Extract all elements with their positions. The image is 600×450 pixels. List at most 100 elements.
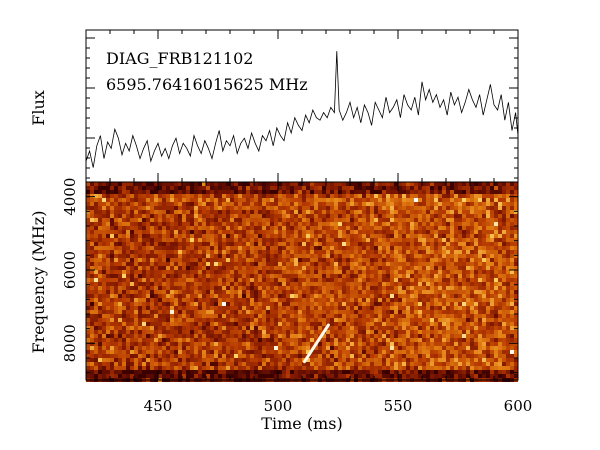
heatmap-cell bbox=[410, 358, 414, 362]
heatmap-cell bbox=[222, 206, 226, 210]
heatmap-cell bbox=[370, 342, 374, 346]
heatmap-cell bbox=[450, 274, 454, 278]
heatmap-cell bbox=[506, 354, 510, 358]
heatmap-cell bbox=[354, 298, 358, 302]
heatmap-cell bbox=[262, 290, 266, 294]
heatmap-cell bbox=[434, 234, 438, 238]
heatmap-cell bbox=[294, 226, 298, 230]
heatmap-cell bbox=[502, 210, 506, 214]
heatmap-cell bbox=[90, 270, 94, 274]
heatmap-cell bbox=[110, 354, 114, 358]
heatmap-cell bbox=[346, 334, 350, 338]
heatmap-cell bbox=[134, 210, 138, 214]
heatmap-cell bbox=[494, 278, 498, 282]
heatmap-cell bbox=[126, 278, 130, 282]
heatmap-cell bbox=[442, 246, 446, 250]
heatmap-cell bbox=[178, 222, 182, 226]
heatmap-cell bbox=[182, 346, 186, 350]
heatmap-cell bbox=[422, 210, 426, 214]
heatmap-cell bbox=[302, 346, 306, 350]
heatmap-cell bbox=[362, 302, 366, 306]
heatmap-cell bbox=[298, 326, 302, 330]
heatmap-cell bbox=[338, 326, 342, 330]
heatmap-cell bbox=[262, 310, 266, 314]
heatmap-cell bbox=[166, 282, 170, 286]
heatmap-cell bbox=[350, 270, 354, 274]
heatmap-cell bbox=[270, 354, 274, 358]
heatmap-cell bbox=[138, 310, 142, 314]
heatmap-cell bbox=[154, 218, 158, 222]
heatmap-cell bbox=[454, 322, 458, 326]
heatmap-cell bbox=[502, 198, 506, 202]
heatmap-cell bbox=[114, 246, 118, 250]
heatmap-cell bbox=[210, 230, 214, 234]
heatmap-cell bbox=[134, 242, 138, 246]
heatmap-cell bbox=[278, 286, 282, 290]
heatmap-cell bbox=[346, 302, 350, 306]
heatmap-cell bbox=[422, 278, 426, 282]
heatmap-cell bbox=[146, 258, 150, 262]
heatmap-cell bbox=[406, 282, 410, 286]
heatmap-cell bbox=[142, 226, 146, 230]
heatmap-cell bbox=[118, 218, 122, 222]
heatmap-cell bbox=[410, 310, 414, 314]
heatmap-cell bbox=[278, 194, 282, 198]
heatmap-cell bbox=[130, 194, 134, 198]
heatmap-cell bbox=[182, 202, 186, 206]
heatmap-cell bbox=[154, 290, 158, 294]
heatmap-cell bbox=[390, 358, 394, 362]
heatmap-cell bbox=[274, 226, 278, 230]
heatmap-cell bbox=[326, 294, 330, 298]
heatmap-cell bbox=[482, 246, 486, 250]
heatmap-cell bbox=[394, 250, 398, 254]
heatmap-cell bbox=[386, 298, 390, 302]
heatmap-cell bbox=[242, 182, 246, 186]
heatmap-cell bbox=[510, 310, 514, 314]
heatmap-cell bbox=[334, 302, 338, 306]
heatmap-cell bbox=[234, 346, 238, 350]
heatmap-cell bbox=[258, 222, 262, 226]
heatmap-cell bbox=[362, 242, 366, 246]
heatmap-cell bbox=[374, 194, 378, 198]
heatmap-cell bbox=[222, 302, 226, 306]
heatmap-cell bbox=[230, 186, 234, 190]
heatmap-cell bbox=[482, 222, 486, 226]
heatmap-cell bbox=[482, 258, 486, 262]
heatmap-cell bbox=[502, 358, 506, 362]
heatmap-cell bbox=[214, 190, 218, 194]
heatmap-cell bbox=[258, 246, 262, 250]
heatmap-cell bbox=[386, 334, 390, 338]
heatmap-cell bbox=[186, 242, 190, 246]
heatmap-cell bbox=[190, 222, 194, 226]
heatmap-cell bbox=[406, 306, 410, 310]
heatmap-cell bbox=[210, 186, 214, 190]
heatmap-cell bbox=[318, 274, 322, 278]
heatmap-cell bbox=[286, 190, 290, 194]
heatmap-cell bbox=[474, 258, 478, 262]
heatmap-cell bbox=[218, 242, 222, 246]
heatmap-cell bbox=[238, 338, 242, 342]
heatmap-cell bbox=[462, 334, 466, 338]
heatmap-cell bbox=[338, 242, 342, 246]
heatmap-cell bbox=[254, 218, 258, 222]
heatmap-cell bbox=[334, 230, 338, 234]
heatmap-cell bbox=[270, 278, 274, 282]
heatmap-cell bbox=[214, 214, 218, 218]
heatmap-cell bbox=[506, 334, 510, 338]
heatmap-cell bbox=[158, 330, 162, 334]
heatmap-cell bbox=[358, 314, 362, 318]
heatmap-cell bbox=[290, 290, 294, 294]
heatmap-cell bbox=[362, 278, 366, 282]
heatmap-cell bbox=[206, 186, 210, 190]
heatmap-cell bbox=[162, 358, 166, 362]
heatmap-cell bbox=[174, 242, 178, 246]
heatmap-cell bbox=[242, 314, 246, 318]
heatmap-cell bbox=[134, 358, 138, 362]
heatmap-cell bbox=[206, 250, 210, 254]
heatmap-cell bbox=[146, 274, 150, 278]
heatmap-cell bbox=[402, 270, 406, 274]
heatmap-cell bbox=[178, 218, 182, 222]
heatmap-cell bbox=[190, 330, 194, 334]
heatmap-cell bbox=[238, 314, 242, 318]
heatmap-cell bbox=[146, 302, 150, 306]
